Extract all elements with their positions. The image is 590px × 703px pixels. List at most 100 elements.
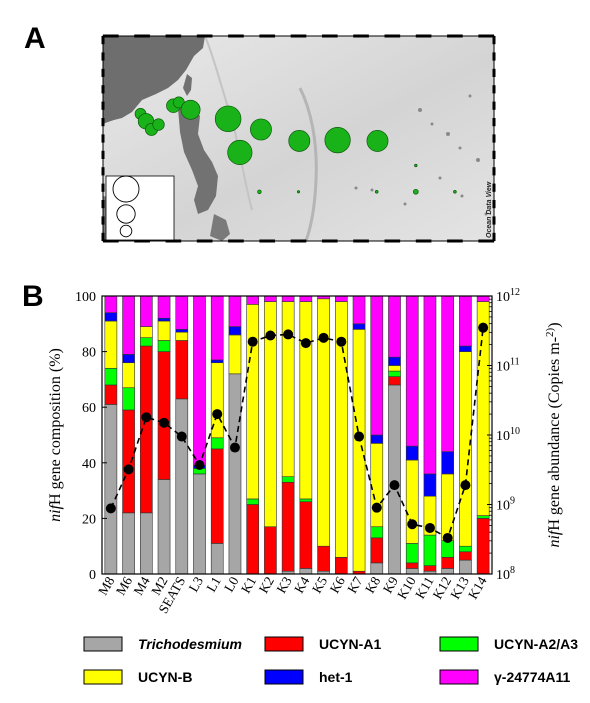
map-frame-segment [259,239,276,243]
legend-swatch [264,636,304,652]
map-frame-segment [478,239,494,243]
legend-label: UCYN-A1 [319,636,381,652]
legend-label: UCYN-A2/A3 [494,636,578,652]
bar-segment [441,473,455,541]
abundance-point [123,464,134,475]
legend-swatch [83,669,123,685]
y-tick-label: 0 [89,568,96,583]
map-frame-segment [134,239,150,243]
map-frame-segment [492,68,496,77]
bar-segment [104,367,118,386]
y2-tick-label: 1011 [496,357,520,375]
bar-segment [441,557,455,569]
bar-segment [139,337,153,347]
bar-segment [370,295,384,436]
abundance-point [371,502,382,513]
abundance-point [105,503,116,514]
legend-label: UCYN-B [138,669,192,685]
bubble-size-legend [105,175,175,241]
bar-segment [476,518,490,575]
y-tick-label: 20 [82,512,96,527]
panel-b-letter: B [22,280,44,313]
y2-tick-label: 109 [496,496,515,514]
panel-a-letter: A [24,22,46,55]
station-bubble [324,127,351,154]
bar-segment [264,295,277,302]
map-frame [101,34,496,243]
map-frame-segment [101,36,105,45]
category-label: K4 [291,574,312,596]
map-frame-segment [492,134,496,143]
abundance-point [159,417,170,428]
y-axis-label: nifH gene composition (%) [47,348,64,522]
bar-segment [139,326,153,338]
bar-segment [459,351,472,547]
bar-segment [299,301,313,500]
bar-segment [210,295,224,361]
bar-segment [175,340,189,400]
bar-segment [175,331,189,341]
map-frame-segment [353,239,369,243]
category-label: L1 [203,574,223,594]
category-label: L3 [186,574,207,595]
map-frame-segment [134,34,150,38]
abundance-point [354,431,365,442]
bar-segment [388,356,401,366]
station-bubble [214,105,242,133]
map-frame-segment [492,101,496,110]
map-frame-segment [228,239,244,243]
bar-segment [423,565,437,572]
map-frame-segment [415,34,432,38]
map-frame-segment [492,167,496,176]
bar-segment [370,526,384,539]
bar-segment [299,295,313,302]
y-tick-label: 80 [82,346,96,361]
category-label: M6 [113,574,135,598]
map-frame-segment [103,239,119,243]
bar-segment [459,345,472,352]
category-label: K8 [362,574,383,596]
map-frame-segment [101,232,105,241]
map-frame-segment [447,34,463,38]
bar-segment [122,409,135,514]
map-frame-segment [165,34,182,38]
map-frame-segment [321,34,338,38]
category-label: K9 [380,574,401,596]
bar-segment [423,534,437,566]
abundance-point [265,330,276,341]
category-label: K5 [309,574,330,596]
station-bubble [250,118,272,141]
legend-swatch [264,669,304,685]
bar-segment [157,351,171,480]
bar-segment [334,295,348,302]
map-frame-segment [290,34,307,38]
abundance-point [336,336,347,347]
bar-segment [281,481,295,572]
abundance-point [176,431,187,442]
bar-segment [210,448,224,544]
bar-segment [157,340,171,352]
bar-segment [459,559,472,575]
y-tick-label: 40 [82,457,96,472]
category-label: K7 [344,574,365,596]
bar-segment [441,568,455,575]
map-frame-segment [290,239,307,243]
bar-segment [122,354,135,364]
bar-segment [246,295,260,305]
map-frame-segment [492,150,496,159]
y2-tick-label: 1010 [496,426,520,444]
y2-axis-label: nifH gene abundance (Copies m-2)) [544,322,563,547]
station-bubble [180,99,201,120]
chart-legend: Trichodesmium UCYN-A1 UCYN-A2/A3 UCYN-B het-… [83,636,578,685]
bar-segment [370,434,384,444]
bar-segment [441,540,455,558]
map-frame-segment [384,239,401,243]
station-bubble [227,139,253,165]
map-frame-segment [101,118,105,127]
map-frame-segment [492,200,496,209]
station-bubble [374,190,379,194]
bar-segment [405,568,419,575]
abundance-point [318,332,329,343]
abundance-line [105,322,489,543]
bar-segment [317,545,330,572]
